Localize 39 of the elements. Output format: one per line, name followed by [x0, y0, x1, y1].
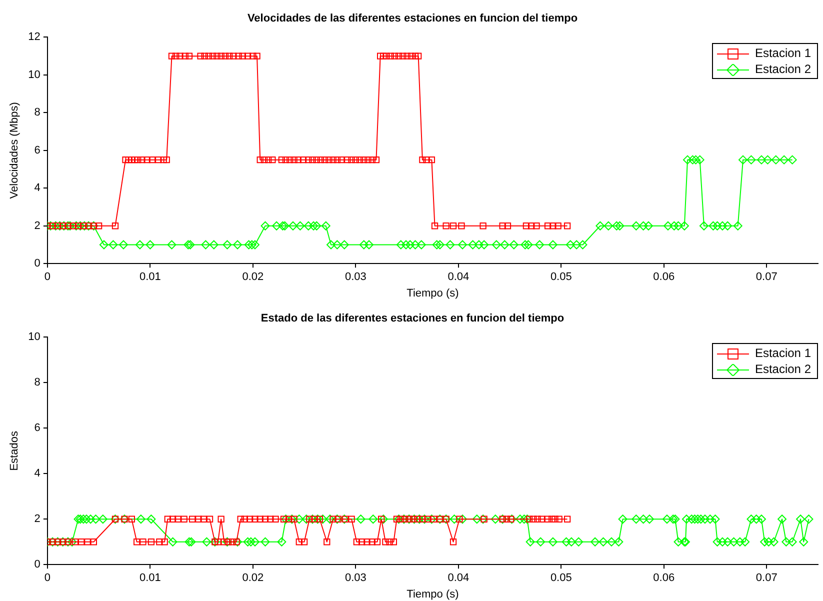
x-tick-label: 0.05: [550, 572, 572, 584]
x-tick-label: 0.03: [344, 271, 366, 284]
legend-label: Estacion 2: [754, 362, 811, 376]
chart-title: Estado de las diferentes estaciones en funcion del tiempo: [260, 312, 564, 325]
x-tick-label: 0.01: [139, 271, 161, 284]
y-tick-label: 12: [28, 31, 40, 44]
legend-label: Estacion 1: [754, 46, 811, 60]
x-axis-title: Tiempo (s): [406, 588, 459, 600]
y-axis-title: Estados: [8, 430, 21, 471]
y-tick-label: 6: [34, 422, 40, 434]
y-tick-label: 4: [34, 468, 40, 480]
x-axis-title: Tiempo (s): [406, 287, 459, 300]
y-axis-title: Velocidades (Mbps): [8, 102, 21, 199]
y-tick-label: 8: [34, 106, 40, 119]
x-tick-label: 0.01: [139, 572, 161, 584]
x-tick-label: 0.06: [653, 271, 675, 284]
x-tick-label: 0.04: [448, 572, 470, 584]
x-tick-label: 0.07: [756, 271, 778, 284]
x-tick-label: 0.03: [344, 572, 366, 584]
y-tick-label: 2: [34, 220, 40, 232]
x-tick-label: 0.07: [756, 572, 778, 584]
x-tick-label: 0.06: [653, 572, 675, 584]
x-tick-label: 0.05: [550, 271, 572, 284]
y-tick-label: 0: [34, 258, 40, 270]
legend-label: Estacion 1: [754, 346, 811, 360]
y-tick-label: 2: [34, 513, 40, 526]
x-tick-label: 0.02: [242, 271, 264, 284]
y-tick-label: 0: [34, 558, 40, 571]
chart-title: Velocidades de las diferentes estaciones en funcion del tiempo: [247, 12, 578, 25]
x-tick-label: 0: [44, 572, 50, 584]
y-tick-label: 10: [28, 68, 40, 81]
y-tick-label: 4: [34, 182, 40, 194]
x-tick-label: 0.02: [242, 572, 264, 584]
y-tick-label: 8: [34, 376, 40, 389]
x-tick-label: 0.04: [448, 271, 470, 284]
y-tick-label: 6: [34, 144, 40, 156]
legend-label: Estacion 2: [754, 62, 811, 76]
x-tick-label: 0: [44, 271, 50, 284]
y-tick-label: 10: [28, 331, 40, 344]
